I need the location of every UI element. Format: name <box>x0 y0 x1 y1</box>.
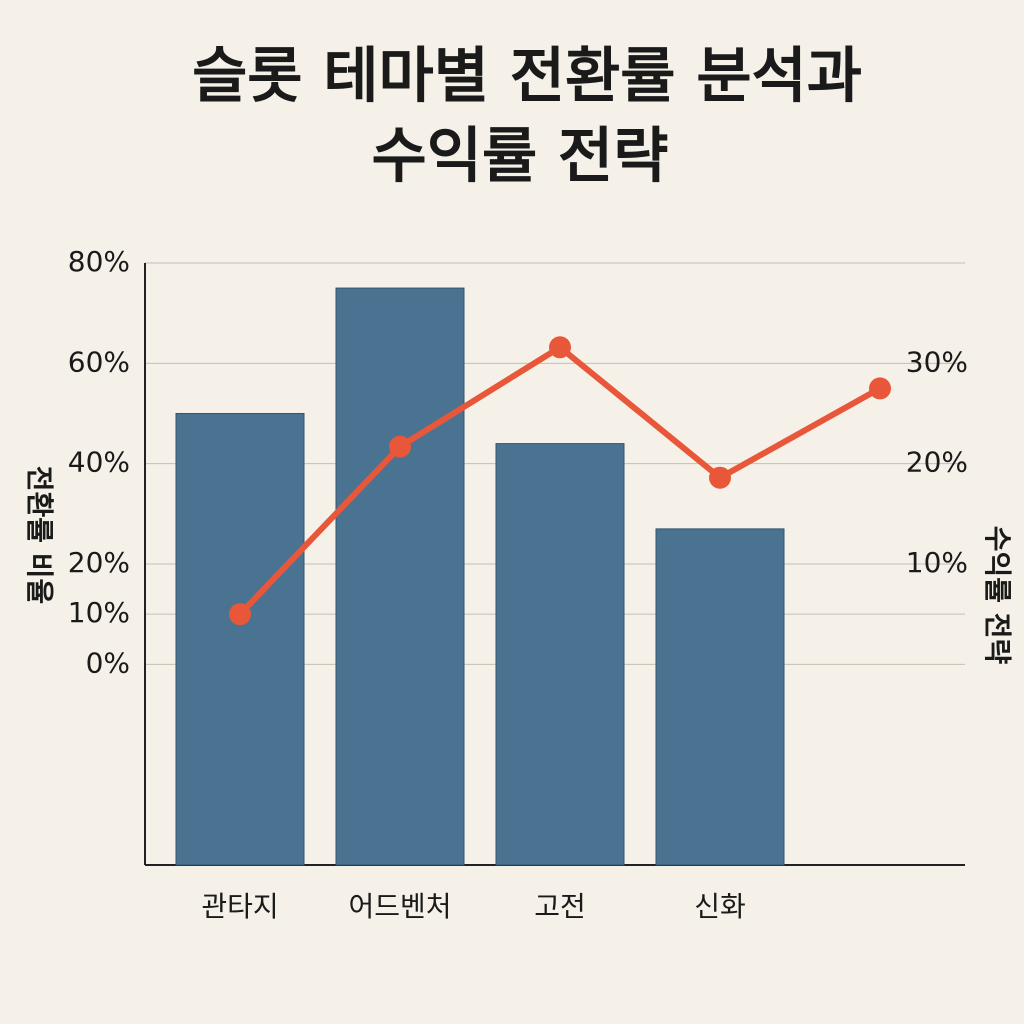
line-marker <box>549 336 571 359</box>
line-marker <box>389 435 411 458</box>
chart-title: 수익률 전략 <box>372 122 669 192</box>
x-tick-label: 고전 <box>534 890 586 923</box>
y-tick-label: 20% <box>68 546 130 579</box>
y-tick-label: 0% <box>86 646 130 679</box>
y2-tick-label: 20% <box>906 446 968 479</box>
y-tick-label: 40% <box>68 446 130 479</box>
y-tick-label: 60% <box>68 345 130 378</box>
x-tick-label: 신화 <box>694 890 746 923</box>
y2-tick-label: 10% <box>906 546 968 579</box>
y-tick-label: 10% <box>68 596 130 629</box>
line-marker <box>229 603 251 626</box>
y2-tick-label: 30% <box>906 345 968 378</box>
x-tick-label: 어드벤처 <box>348 890 451 923</box>
bar <box>655 528 785 866</box>
y-axis-title: 전환률 비율 <box>23 466 56 605</box>
y2-axis-title: 수익률 전략 <box>981 526 1014 665</box>
y-tick-label: 80% <box>68 245 130 278</box>
bar <box>335 287 465 866</box>
bar <box>495 443 625 866</box>
line-marker <box>709 466 731 489</box>
bar <box>175 413 305 866</box>
line-marker <box>869 377 891 400</box>
chart-title: 슬롯 테마별 전환률 분석과 <box>192 42 862 112</box>
x-tick-label: 관타지 <box>201 890 278 923</box>
